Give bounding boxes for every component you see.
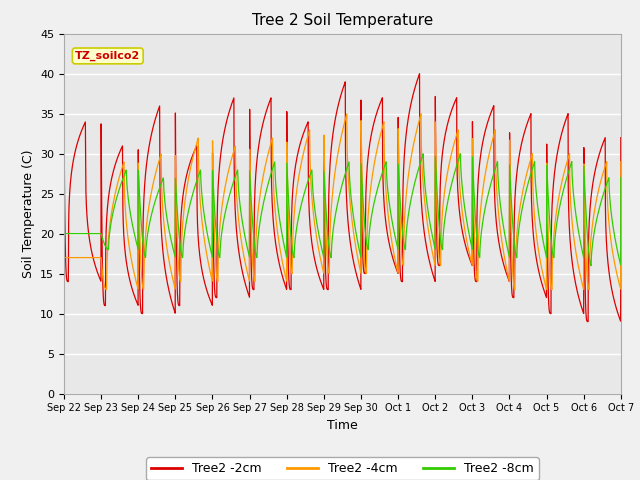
- X-axis label: Time: Time: [327, 419, 358, 432]
- Tree2 -8cm: [456, 151, 464, 156]
- Tree2 -8cm: [274, 201, 282, 206]
- Tree2 -8cm: [617, 175, 625, 180]
- Tree2 -4cm: [586, 287, 593, 292]
- Tree2 -2cm: [617, 135, 625, 141]
- Tree2 -2cm: [416, 71, 424, 77]
- Tree2 -2cm: [584, 319, 592, 324]
- Tree2 -4cm: [157, 153, 164, 159]
- Tree2 -2cm: [124, 266, 131, 272]
- Line: Tree2 -4cm: Tree2 -4cm: [64, 114, 621, 289]
- Y-axis label: Soil Temperature (C): Soil Temperature (C): [22, 149, 35, 278]
- Title: Tree 2 Soil Temperature: Tree 2 Soil Temperature: [252, 13, 433, 28]
- Tree2 -2cm: [274, 252, 282, 258]
- Tree2 -4cm: [606, 232, 614, 238]
- Line: Tree2 -8cm: Tree2 -8cm: [64, 154, 621, 265]
- Tree2 -4cm: [298, 158, 305, 164]
- Tree2 -4cm: [417, 111, 425, 117]
- Line: Tree2 -2cm: Tree2 -2cm: [64, 74, 621, 322]
- Tree2 -8cm: [157, 182, 164, 188]
- Text: TZ_soilco2: TZ_soilco2: [75, 51, 140, 61]
- Tree2 -4cm: [546, 276, 554, 281]
- Tree2 -2cm: [60, 119, 68, 124]
- Tree2 -8cm: [124, 189, 131, 194]
- Tree2 -8cm: [60, 231, 68, 237]
- Tree2 -4cm: [274, 229, 282, 235]
- Tree2 -2cm: [298, 136, 305, 142]
- Tree2 -2cm: [157, 209, 164, 215]
- Tree2 -4cm: [617, 159, 625, 165]
- Tree2 -8cm: [606, 201, 614, 206]
- Tree2 -2cm: [546, 311, 554, 316]
- Tree2 -4cm: [124, 231, 131, 237]
- Tree2 -8cm: [588, 263, 595, 268]
- Legend: Tree2 -2cm, Tree2 -4cm, Tree2 -8cm: Tree2 -2cm, Tree2 -4cm, Tree2 -8cm: [146, 457, 539, 480]
- Tree2 -8cm: [546, 224, 554, 230]
- Tree2 -2cm: [606, 277, 614, 283]
- Tree2 -8cm: [298, 200, 305, 206]
- Tree2 -4cm: [60, 255, 68, 261]
